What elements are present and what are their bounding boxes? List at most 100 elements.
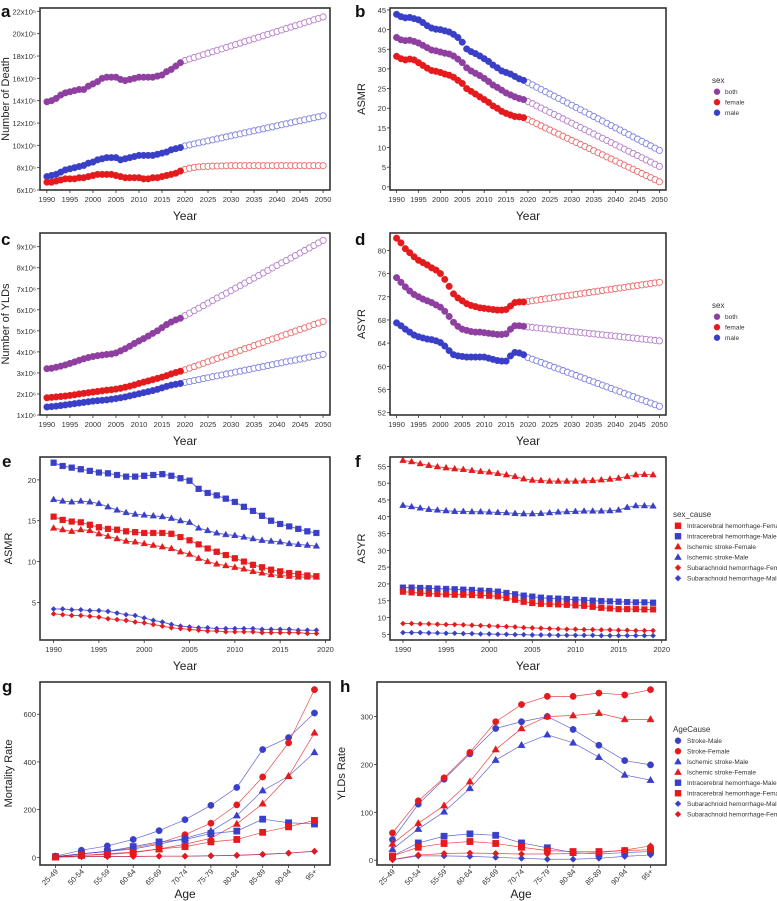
legend-marker	[713, 313, 721, 320]
data-point	[105, 615, 111, 622]
data-point	[417, 620, 424, 627]
data-point	[624, 627, 631, 634]
data-point	[304, 528, 311, 535]
x-tick-label: 1995	[62, 195, 79, 204]
observed-point	[520, 298, 528, 306]
data-point	[595, 741, 603, 749]
y-tick-label: 100	[360, 808, 373, 817]
x-axis-label: Year	[516, 434, 540, 448]
data-point	[563, 601, 570, 608]
x-tick-label: 85-89	[247, 867, 267, 887]
data-point	[459, 507, 467, 514]
data-point	[468, 466, 476, 473]
data-point	[207, 819, 215, 827]
observed-point	[436, 270, 444, 278]
data-point	[195, 485, 202, 492]
data-point	[77, 497, 85, 504]
data-point	[440, 807, 449, 815]
projected-point	[319, 112, 327, 120]
observed-point	[176, 167, 184, 175]
data-point	[185, 518, 194, 525]
observed-point	[397, 239, 405, 247]
observed-point	[176, 314, 184, 322]
legend-item: male	[713, 109, 739, 117]
panel-letter: c	[1, 230, 10, 249]
legend-label: female	[725, 100, 745, 107]
data-point	[647, 761, 654, 769]
legend-label: Stroke-Male	[687, 738, 722, 745]
legend-item: Intracerebral hemorrhage-Female	[674, 522, 777, 530]
panel-c: c 1x10⁶ 2x10⁶ 3x10⁶ 4x10⁶ 5x10⁶ 6x10⁶ 7x10⁶ 8x10…	[0, 230, 331, 448]
data-point	[233, 801, 241, 809]
observed-point	[441, 342, 449, 350]
legend-label: female	[725, 325, 745, 332]
data-point	[425, 461, 433, 468]
y-tick-label: 5x10⁶	[17, 327, 36, 336]
series-male	[393, 319, 663, 410]
y-tick-label: 5	[32, 598, 36, 607]
x-tick-label: 1995	[62, 420, 79, 429]
data-point	[250, 628, 256, 635]
y-tick-label: 1x10⁶	[17, 411, 36, 420]
x-tick-label: 95+	[640, 867, 656, 883]
data-point	[425, 590, 432, 597]
projected-point	[655, 337, 663, 345]
projected-point	[319, 236, 327, 244]
data-point	[104, 470, 112, 477]
data-point	[68, 518, 75, 525]
x-tick-label: 1990	[395, 645, 412, 654]
legend-label: Intracerebral hemorrhage-Male	[687, 534, 777, 541]
data-point	[503, 631, 510, 638]
data-point	[451, 507, 459, 514]
data-point	[503, 594, 510, 602]
x-tick-label: 2015	[610, 645, 627, 654]
projected-point	[655, 402, 663, 410]
data-point	[614, 506, 623, 513]
y-tick-label: 35	[378, 45, 386, 54]
data-point	[641, 606, 648, 613]
x-tick-label: 1990	[39, 420, 56, 429]
legend-marker	[713, 98, 721, 106]
data-point	[313, 630, 320, 637]
panel-e: e 5 10 15 20 1990 1995 2000 2005 2010 2015 2020 Year…	[2, 452, 334, 673]
x-axis-label: Year	[173, 209, 197, 223]
data-point	[122, 537, 130, 544]
data-point	[96, 607, 102, 614]
data-point	[129, 852, 137, 860]
data-point	[122, 528, 130, 535]
y-tick-label: 72	[378, 293, 386, 302]
data-point	[155, 852, 163, 860]
data-point	[545, 508, 554, 516]
data-point	[294, 540, 302, 547]
data-point	[442, 506, 450, 514]
data-point	[122, 508, 130, 516]
data-point	[595, 849, 603, 857]
x-tick-label: 80-84	[221, 867, 241, 887]
data-point	[222, 628, 229, 635]
x-tick-label: 2020	[317, 645, 334, 654]
series-male	[393, 10, 663, 154]
x-tick-label: 70-74	[169, 867, 189, 887]
legend-label: Ischemic stroke-Female	[687, 544, 756, 551]
data-point	[388, 856, 396, 864]
data-point	[469, 630, 475, 637]
plot-area	[399, 456, 657, 639]
data-point	[123, 611, 129, 618]
data-point	[546, 600, 553, 608]
data-point	[621, 691, 629, 699]
data-point	[258, 799, 267, 807]
legend-item: female	[713, 98, 745, 107]
data-point	[494, 593, 501, 600]
data-point	[95, 529, 103, 537]
data-point	[50, 610, 57, 617]
data-point	[176, 547, 185, 555]
data-point	[129, 843, 137, 851]
data-point	[598, 604, 605, 611]
data-point	[158, 512, 167, 520]
data-point	[149, 541, 157, 548]
data-point	[494, 469, 502, 476]
data-point	[194, 554, 203, 561]
legend-marker	[674, 542, 682, 550]
y-tick-label: 40	[378, 26, 386, 35]
